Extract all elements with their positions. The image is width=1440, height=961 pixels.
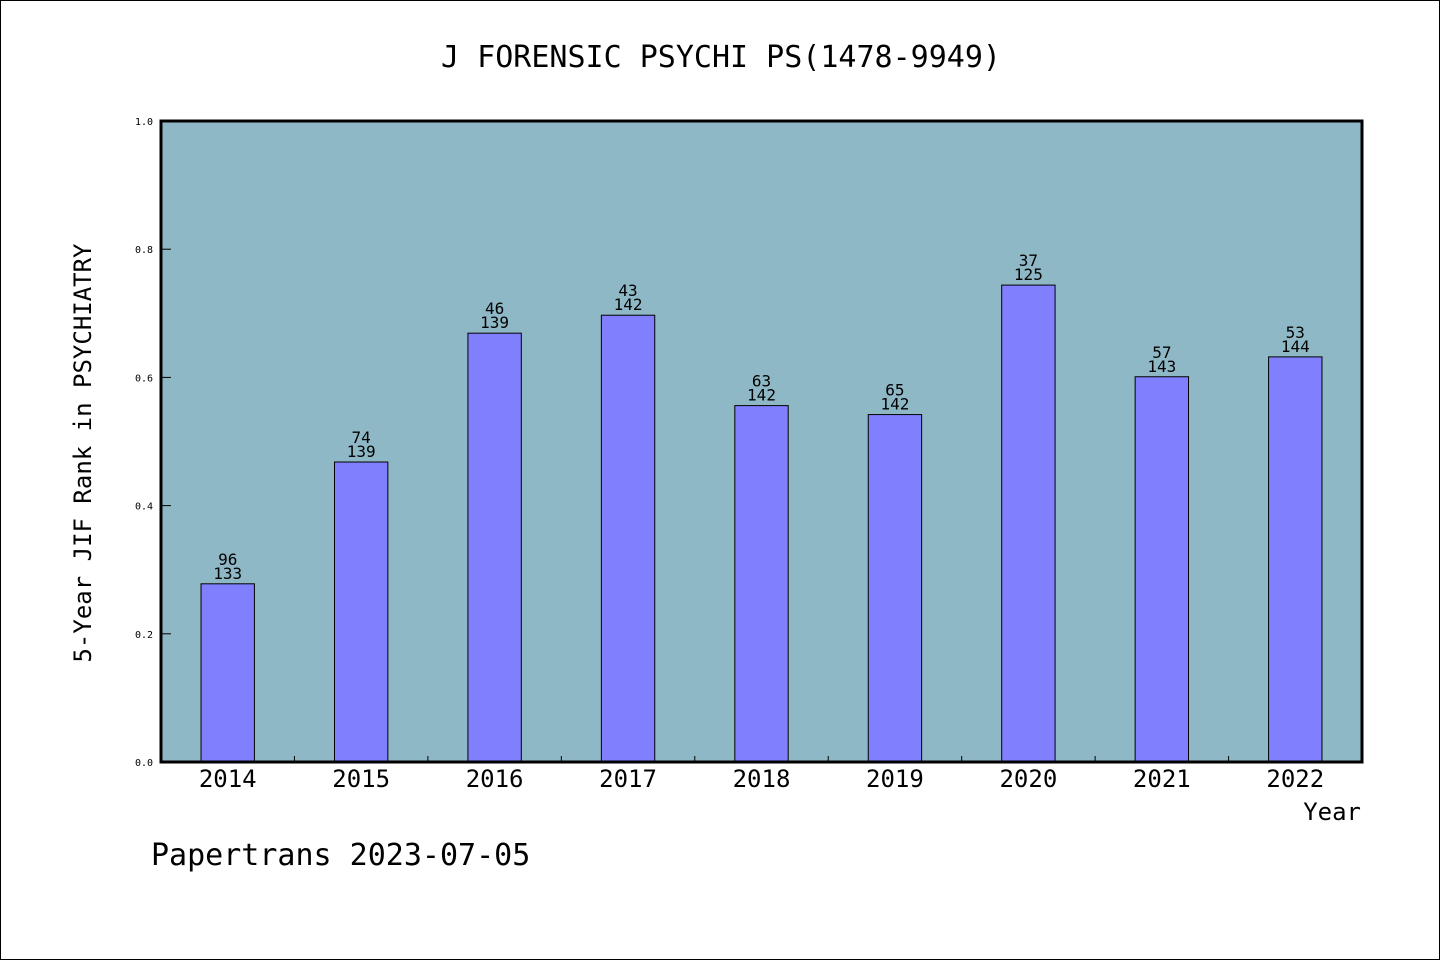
- bar-total-label: 142: [880, 395, 909, 414]
- bar-rank-label: 96: [218, 550, 237, 569]
- x-tick-label: 2018: [733, 765, 791, 793]
- bar-total-label: 142: [747, 386, 776, 405]
- y-tick-label: 0.2: [135, 630, 153, 641]
- bar-total-label: 143: [1147, 357, 1176, 376]
- bar-rank-label: 43: [618, 281, 637, 300]
- bar-rank-label: 65: [885, 381, 904, 400]
- bar-total-label: 142: [614, 295, 643, 314]
- bar-rank-label: 57: [1152, 343, 1171, 362]
- x-tick-label: 2016: [466, 765, 524, 793]
- x-axis-label: Year: [1303, 798, 1361, 826]
- bar-total-label: 139: [347, 442, 376, 461]
- bar-2015: [333, 461, 389, 763]
- bar-2016: [467, 332, 522, 763]
- y-axis-label: 5-Year JIF Rank in PSYCHIATRY: [69, 243, 97, 663]
- bar-2017: [600, 314, 656, 763]
- x-tick-label: 2020: [999, 765, 1057, 793]
- bar-2019: [867, 414, 923, 763]
- bar-rank-label: 63: [752, 372, 771, 391]
- bar-total-label: 133: [213, 564, 242, 583]
- bar-2022: [1268, 356, 1323, 763]
- bar-2021: [1134, 376, 1190, 763]
- bar-rank-label: 46: [485, 299, 504, 318]
- x-tick-label: 2014: [199, 765, 257, 793]
- bar-2020: [1001, 284, 1056, 763]
- x-tick-label: 2021: [1133, 765, 1191, 793]
- bar-2014: [200, 583, 255, 763]
- chart-title: J FORENSIC PSYCHI PS(1478-9949): [441, 40, 1001, 75]
- bar-rank-label: 37: [1019, 251, 1038, 270]
- bar-total-label: 144: [1281, 337, 1310, 356]
- y-tick-label: 0.0: [135, 758, 153, 769]
- y-tick-label: 0.6: [135, 373, 153, 384]
- x-tick-label: 2019: [866, 765, 924, 793]
- x-tick-label: 2017: [599, 765, 657, 793]
- y-tick-label: 0.4: [135, 502, 153, 513]
- bar-rank-label: 53: [1286, 323, 1305, 342]
- bar-series: [200, 284, 1323, 763]
- x-tick-label: 2022: [1266, 765, 1324, 793]
- bar-total-label: 139: [480, 313, 509, 332]
- plot-border: [159, 119, 1364, 764]
- bar-2018: [734, 405, 789, 763]
- y-tick-label: 0.8: [135, 245, 153, 256]
- bar-rank-label: 74: [352, 428, 371, 447]
- x-tick-label: 2015: [332, 765, 390, 793]
- x-axis: 2014 2015 2016 2017 2018 2019 2020 2021 2022: [199, 756, 1324, 793]
- y-tick-label: 1.0: [135, 117, 153, 128]
- footer-text: Papertrans 2023-07-05: [151, 838, 530, 873]
- bar-total-label: 125: [1014, 265, 1043, 284]
